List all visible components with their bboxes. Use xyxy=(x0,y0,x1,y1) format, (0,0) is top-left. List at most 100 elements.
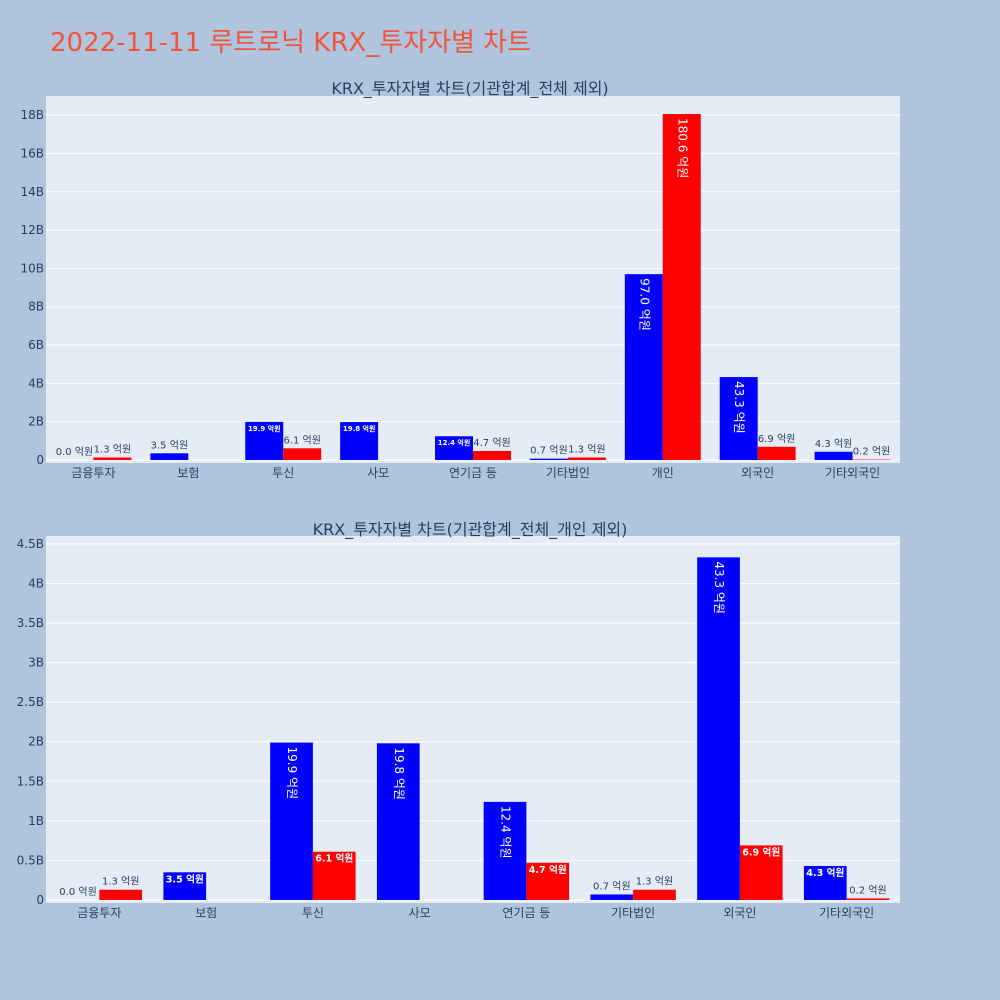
bar xyxy=(270,742,313,900)
bar xyxy=(526,862,570,900)
data-label: 3.5 억원 xyxy=(151,439,188,451)
data-label: 6.1 억원 xyxy=(315,853,353,865)
chart-title: KRX_투자자별 차트(기관합계_전체 제외) xyxy=(331,79,608,99)
data-label: 1.3 억원 xyxy=(568,444,605,456)
bar xyxy=(99,889,143,900)
data-label: 6.9 억원 xyxy=(758,433,795,445)
data-label: 0.2 억원 xyxy=(849,884,886,896)
bar xyxy=(473,450,511,460)
bar xyxy=(150,453,189,460)
x-tick-label: 기타법인 xyxy=(611,906,655,920)
data-label: 19.8 억원 xyxy=(392,747,406,800)
data-label: 1.3 억원 xyxy=(94,444,131,456)
data-label: 0.0 억원 xyxy=(56,446,93,458)
x-tick-label: 연기금 등 xyxy=(502,906,550,920)
y-tick-label: 12B xyxy=(20,223,44,237)
data-label: 6.9 억원 xyxy=(742,846,780,858)
x-tick-label: 사모 xyxy=(409,906,431,920)
bar xyxy=(435,436,473,460)
data-label: 0.0 억원 xyxy=(59,886,96,898)
y-tick-label: 1B xyxy=(28,814,44,828)
bar xyxy=(590,894,634,900)
bar xyxy=(697,557,740,900)
data-label: 0.7 억원 xyxy=(530,445,567,457)
y-tick-label: 16B xyxy=(20,146,44,160)
bar xyxy=(483,801,527,900)
plot-area xyxy=(46,536,900,903)
x-tick-label: 기타외국인 xyxy=(825,466,880,480)
bar xyxy=(567,457,606,460)
x-tick-label: 투신 xyxy=(302,906,324,920)
y-tick-label: 4B xyxy=(28,576,44,590)
data-label: 3.5 억원 xyxy=(166,873,204,885)
bar xyxy=(529,458,568,460)
bar xyxy=(245,421,284,460)
y-tick-label: 2B xyxy=(28,735,44,749)
data-label: 6.1 억원 xyxy=(283,434,320,446)
bar xyxy=(814,451,853,460)
y-tick-label: 3.5B xyxy=(17,616,44,630)
bar xyxy=(633,889,676,900)
bar xyxy=(624,274,663,460)
data-label: 12.4 억원 xyxy=(499,806,513,859)
data-label: 43.3 억원 xyxy=(712,561,726,614)
data-label: 97.0 억원 xyxy=(637,278,651,331)
bar xyxy=(163,872,207,900)
bar xyxy=(739,845,783,900)
y-tick-label: 4B xyxy=(28,376,44,390)
bar xyxy=(719,377,758,460)
bar xyxy=(93,457,132,460)
data-label: 180.6 억원 xyxy=(675,118,689,178)
bar xyxy=(757,446,796,460)
y-tick-label: 2.5B xyxy=(17,695,44,709)
bar xyxy=(662,114,701,460)
data-label: 19.9 억원 xyxy=(248,424,281,433)
x-tick-label: 외국인 xyxy=(741,466,774,480)
chart-panel-2: 0 0.5B 1B 1.5B 2B 2.5B 3B 3.5B 4B 4.5B KRX_투자자별 차트… xyxy=(17,520,900,920)
y-tick-label: 4.5B xyxy=(17,537,44,551)
data-label: 4.7 억원 xyxy=(473,437,510,449)
y-tick-label: 3B xyxy=(28,656,44,670)
data-label: 43.3 억원 xyxy=(732,381,746,434)
bar xyxy=(846,898,890,900)
bar xyxy=(376,743,420,900)
x-tick-label: 사모 xyxy=(367,466,389,480)
data-label: 0.7 억원 xyxy=(593,880,630,892)
data-label: 19.8 억원 xyxy=(343,424,376,433)
y-tick-label: 6B xyxy=(28,338,44,352)
main-title: 2022-11-11 루트로닉 KRX_투자자별 차트 xyxy=(50,28,532,58)
x-tick-label: 금융투자 xyxy=(77,906,121,920)
bar xyxy=(312,851,356,900)
bar xyxy=(803,865,847,900)
y-tick-label: 8B xyxy=(28,300,44,314)
x-tick-label: 보험 xyxy=(195,906,217,920)
plot-area xyxy=(46,96,900,463)
x-tick-label: 기타법인 xyxy=(546,466,590,480)
y-tick-label: 14B xyxy=(20,185,44,199)
x-tick-label: 투신 xyxy=(272,466,294,480)
x-tick-label: 외국인 xyxy=(723,906,756,920)
chart-title: KRX_투자자별 차트(기관합계_전체_개인 제외) xyxy=(313,520,628,540)
data-label: 1.3 억원 xyxy=(102,876,139,888)
data-label: 19.9 억원 xyxy=(285,747,299,800)
bar xyxy=(283,448,322,460)
y-tick-label: 0 xyxy=(36,453,44,467)
y-tick-label: 0.5B xyxy=(17,853,44,867)
y-tick-label: 0 xyxy=(36,893,44,907)
x-tick-label: 개인 xyxy=(652,466,674,480)
data-label: 4.3 억원 xyxy=(815,438,852,450)
data-label: 4.3 억원 xyxy=(806,867,844,879)
data-label: 0.2 억원 xyxy=(853,446,890,458)
y-tick-label: 18B xyxy=(20,108,44,122)
data-label: 12.4 억원 xyxy=(438,438,471,447)
data-label: 4.7 억원 xyxy=(529,864,567,876)
y-tick-label: 10B xyxy=(20,261,44,275)
chart-panel-1: 0 2B 4B 6B 8B 10B 12B 14B 16B 18B KRX_투자자별 차트(기관합계… xyxy=(20,79,900,480)
y-tick-label: 1.5B xyxy=(17,774,44,788)
x-tick-label: 연기금 등 xyxy=(449,466,497,480)
x-tick-label: 기타외국인 xyxy=(819,906,874,920)
data-label: 1.3 억원 xyxy=(636,876,673,888)
x-tick-label: 금융투자 xyxy=(71,466,115,480)
